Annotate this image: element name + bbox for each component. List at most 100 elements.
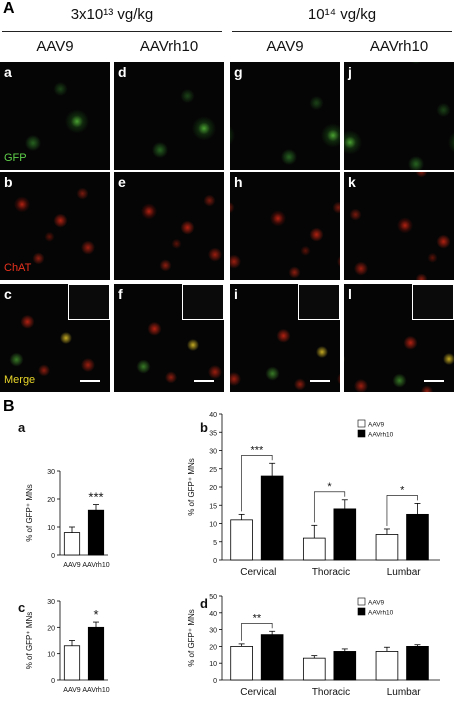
chart-label: b: [200, 420, 208, 435]
panel-letter: f: [118, 286, 123, 302]
micrograph: g: [230, 62, 340, 170]
panel-label: B: [3, 398, 15, 415]
bar: [333, 651, 357, 681]
scale-bar: [80, 380, 100, 382]
y-tick-label: 20: [47, 625, 55, 632]
bar: [302, 657, 326, 681]
micrograph: c Merge: [0, 284, 110, 392]
legend-swatch: [357, 419, 366, 428]
x-tick-label: Cervical: [240, 687, 276, 698]
channel-label: GFP: [4, 152, 27, 164]
x-tick-label: Cervical: [240, 567, 276, 578]
bar: [406, 513, 429, 561]
panel-letter: g: [234, 64, 243, 80]
x-tick-label: Lumbar: [387, 687, 422, 698]
micrograph: k: [344, 172, 454, 280]
y-axis-label: % of GFP⁺ MNs: [187, 458, 196, 516]
legend-swatch: [357, 429, 366, 438]
y-tick-label: 35: [209, 430, 217, 437]
micrograph: b ChAT: [0, 172, 110, 280]
y-tick-label: 30: [47, 469, 55, 476]
y-tick-label: 10: [47, 525, 55, 532]
bar: [406, 646, 429, 681]
micrograph: f: [114, 284, 224, 392]
legend-swatch: [357, 597, 366, 606]
significance-bracket: [241, 622, 273, 641]
dose-label: 3x10¹³ vg/kg: [70, 6, 154, 23]
y-tick-label: 0: [51, 678, 55, 685]
bar: [87, 626, 105, 681]
panel-letter: h: [234, 174, 243, 190]
y-tick-label: 10: [209, 522, 217, 529]
bar: [63, 532, 81, 556]
y-tick-label: 40: [209, 611, 217, 618]
channel-label: ChAT: [4, 262, 32, 274]
bar: [302, 537, 326, 561]
bar: [375, 651, 399, 681]
panel-label: A: [3, 0, 15, 17]
y-tick-label: 10: [47, 652, 55, 659]
y-tick-label: 0: [213, 678, 217, 685]
chart-label: c: [18, 600, 25, 615]
divider: [2, 31, 222, 32]
scale-bar: [194, 380, 214, 382]
inset: [182, 284, 224, 320]
panel-letter: d: [118, 64, 127, 80]
inset: [68, 284, 110, 320]
y-tick-label: 20: [209, 644, 217, 651]
bar: [333, 508, 357, 561]
vector-label: AAVrh10: [369, 38, 429, 55]
significance-bracket: [386, 495, 418, 526]
significance-bracket: [241, 454, 273, 512]
y-tick-label: 15: [209, 503, 217, 510]
bar: [230, 646, 253, 681]
chart-label: a: [18, 420, 26, 435]
bar: [260, 634, 284, 681]
panel-letter: c: [4, 286, 12, 302]
legend-label: AAVrh10: [368, 610, 394, 617]
y-tick-label: 0: [51, 553, 55, 560]
significance: ***: [88, 490, 103, 505]
micrograph: i: [230, 284, 340, 392]
panel-letter: i: [234, 286, 238, 302]
legend-label: AAVrh10: [368, 432, 394, 439]
bar: [63, 645, 81, 681]
bar: [260, 475, 284, 561]
x-tick-label: AAVrh10: [82, 687, 109, 694]
y-tick-label: 20: [47, 497, 55, 504]
y-tick-label: 40: [209, 412, 217, 419]
vector-label: AAVrh10: [139, 38, 199, 55]
panel-letter: e: [118, 174, 126, 190]
significance: ***: [250, 444, 264, 456]
y-tick-label: 30: [47, 599, 55, 606]
panel-letter: a: [4, 64, 12, 80]
vector-label: AAV9: [266, 38, 304, 55]
x-tick-label: AAVrh10: [82, 562, 109, 569]
micrograph: a GFP: [0, 62, 110, 170]
micrograph: e: [114, 172, 224, 280]
x-tick-label: Thoracic: [312, 567, 350, 578]
y-tick-label: 5: [213, 540, 217, 547]
y-tick-label: 50: [209, 594, 217, 601]
y-axis-label: % of GFP⁺ MNs: [187, 609, 196, 667]
channel-label: Merge: [4, 374, 36, 386]
significance-bracket: [313, 491, 346, 523]
vector-label: AAV9: [36, 38, 74, 55]
scale-bar: [424, 380, 444, 382]
y-axis-label: % of GFP⁺ MNs: [25, 612, 34, 670]
y-tick-label: 0: [213, 558, 217, 565]
panel-letter: k: [348, 174, 356, 190]
bar: [230, 519, 253, 561]
scale-bar: [310, 380, 330, 382]
y-tick-label: 30: [209, 449, 217, 456]
x-tick-label: AAV9: [63, 562, 80, 569]
micrograph: j: [344, 62, 454, 170]
x-tick-label: Thoracic: [312, 687, 350, 698]
panel-letter: j: [348, 64, 352, 80]
legend-label: AAV9: [368, 422, 385, 429]
dose-label: 10¹⁴ vg/kg: [307, 6, 377, 23]
significance: *: [400, 484, 405, 496]
chart-label: d: [200, 596, 208, 611]
